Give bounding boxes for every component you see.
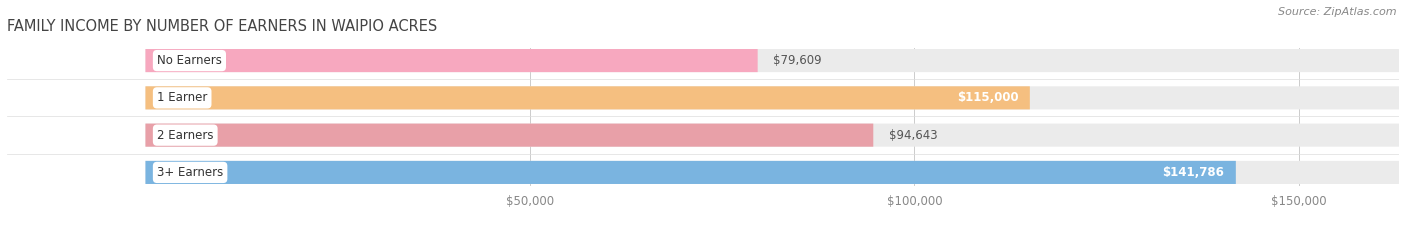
Text: Source: ZipAtlas.com: Source: ZipAtlas.com — [1278, 7, 1396, 17]
Text: FAMILY INCOME BY NUMBER OF EARNERS IN WAIPIO ACRES: FAMILY INCOME BY NUMBER OF EARNERS IN WA… — [7, 19, 437, 34]
Text: $115,000: $115,000 — [956, 91, 1018, 104]
Text: 2 Earners: 2 Earners — [157, 129, 214, 142]
FancyBboxPatch shape — [145, 86, 1029, 110]
FancyBboxPatch shape — [145, 49, 758, 72]
FancyBboxPatch shape — [145, 161, 1399, 184]
FancyBboxPatch shape — [145, 161, 1236, 184]
Text: $141,786: $141,786 — [1163, 166, 1225, 179]
Text: $79,609: $79,609 — [773, 54, 821, 67]
FancyBboxPatch shape — [145, 123, 1399, 147]
Text: No Earners: No Earners — [157, 54, 222, 67]
Text: $94,643: $94,643 — [889, 129, 938, 142]
FancyBboxPatch shape — [145, 123, 873, 147]
Text: 1 Earner: 1 Earner — [157, 91, 207, 104]
FancyBboxPatch shape — [145, 86, 1399, 110]
FancyBboxPatch shape — [145, 49, 1399, 72]
Text: 3+ Earners: 3+ Earners — [157, 166, 224, 179]
